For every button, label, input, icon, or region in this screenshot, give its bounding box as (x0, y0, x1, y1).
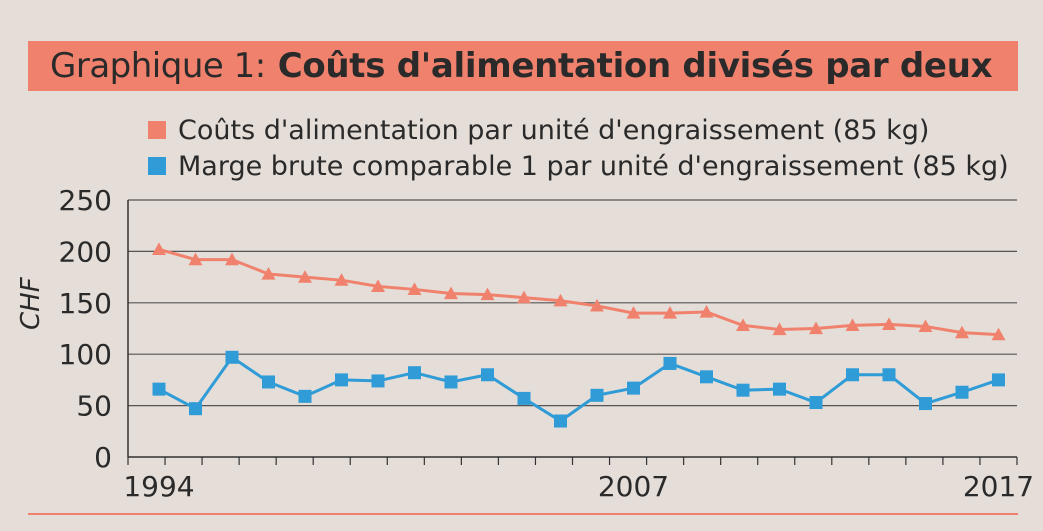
series-1-point-2016 (955, 385, 969, 399)
series-0-point-2010 (736, 318, 750, 332)
series-0-point-2008 (663, 306, 677, 319)
series-0-point-1995 (188, 252, 203, 266)
series-0-point-2001 (407, 282, 422, 296)
series-1-point-1995 (189, 402, 202, 416)
x-tick-label-2017: 2017 (963, 470, 1034, 503)
series-0-point-1998 (298, 270, 312, 283)
series-1-point-2014 (882, 368, 896, 382)
legend-item-gross-margin: Marge brute comparable 1 par unité d'eng… (148, 148, 1009, 184)
series-1-point-1996 (225, 350, 239, 364)
y-tick-label-250: 250 (59, 184, 112, 217)
series-1-point-2003 (481, 368, 494, 382)
series-0-point-2007 (626, 306, 641, 319)
series-1-point-2008 (663, 356, 677, 370)
y-tick-label-200: 200 (59, 235, 112, 268)
series-0-point-2013 (845, 318, 860, 332)
series-0-point-2017 (991, 327, 1006, 341)
series-1-point-2006 (590, 388, 604, 402)
series-0-point-1999 (334, 273, 349, 286)
series-1-point-2007 (627, 381, 640, 395)
series-0-point-2015 (918, 319, 933, 333)
series-1-point-1999 (335, 373, 348, 387)
series-0-point-2004 (517, 290, 531, 304)
series-1-point-1997 (262, 375, 275, 389)
legend: Coûts d'alimentation par unité d'engrais… (148, 112, 1009, 184)
x-tick-label-2007: 2007 (598, 470, 669, 503)
legend-swatch-gross-margin (148, 157, 166, 175)
series-1-point-1994 (152, 382, 166, 396)
series-0-point-2011 (772, 322, 787, 336)
series-1-point-2013 (846, 368, 859, 382)
series-0-point-2014 (882, 317, 896, 330)
series-1-point-2002 (444, 375, 458, 389)
series-1-point-2015 (919, 397, 932, 411)
series-0-point-2000 (371, 279, 385, 292)
series-0-point-2009 (699, 305, 714, 318)
y-tick-label-150: 150 (59, 287, 112, 320)
series-line-0 (158, 247, 999, 337)
series-1-point-2005 (554, 414, 567, 428)
series-1-point-2017 (992, 373, 1005, 387)
series-1-point-2004 (517, 391, 531, 405)
series-0-point-2002 (444, 286, 458, 300)
chart-title-prefix: Graphique 1: (50, 46, 266, 86)
y-tick-label-50: 50 (76, 390, 112, 423)
series-1-point-1998 (298, 389, 312, 403)
series-0-point-1996 (225, 252, 239, 266)
series-line-1 (158, 355, 999, 423)
series-1-point-2009 (700, 370, 713, 384)
legend-item-feed-costs: Coûts d'alimentation par unité d'engrais… (148, 112, 1009, 148)
y-tick-label-0: 0 (94, 441, 112, 474)
series-1-point-2001 (408, 366, 421, 380)
series-0-point-2006 (590, 298, 604, 312)
series-1-point-2000 (371, 374, 385, 388)
series-0-point-2003 (480, 287, 495, 301)
series-1-point-2010 (736, 383, 750, 397)
x-tick-label-1994: 1994 (123, 470, 194, 503)
series-1-point-2011 (773, 382, 786, 396)
series-0-point-1997 (261, 267, 276, 280)
chart-title-bar: Graphique 1: Coûts d'alimentation divisé… (28, 41, 1018, 91)
series-0-point-2012 (809, 321, 823, 335)
series-1-point-2012 (809, 396, 823, 410)
series-0-point-2016 (955, 325, 969, 339)
legend-swatch-feed-costs (148, 121, 166, 139)
chart-title: Coûts d'alimentation divisés par deux (277, 46, 993, 86)
y-tick-label-100: 100 (59, 338, 112, 371)
legend-label-gross-margin: Marge brute comparable 1 par unité d'eng… (178, 150, 1009, 182)
bottom-divider (28, 513, 1018, 515)
legend-label-feed-costs: Coûts d'alimentation par unité d'engrais… (178, 114, 930, 146)
series-0-point-2005 (553, 293, 568, 307)
series-0-point-1994 (152, 242, 166, 255)
